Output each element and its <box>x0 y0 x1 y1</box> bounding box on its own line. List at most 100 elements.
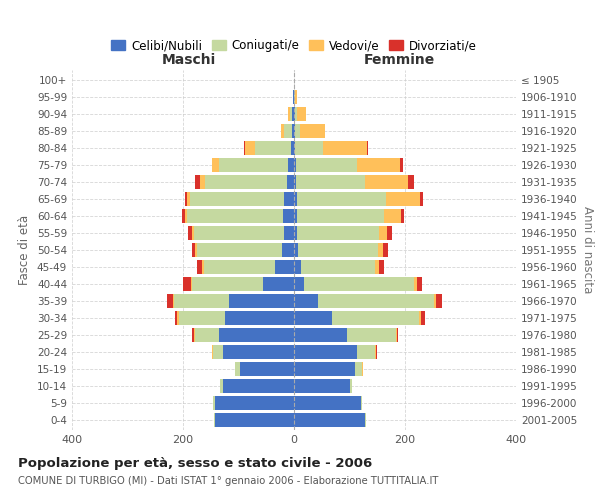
Bar <box>202 260 203 274</box>
Bar <box>289 107 290 121</box>
Bar <box>205 175 287 189</box>
Bar <box>188 226 193 240</box>
Bar <box>294 209 297 223</box>
Bar <box>436 294 442 308</box>
Bar <box>197 260 202 274</box>
Bar <box>294 413 365 427</box>
Bar <box>361 396 362 410</box>
Bar <box>409 175 414 189</box>
Text: Popolazione per età, sesso e stato civile - 2006: Popolazione per età, sesso e stato civil… <box>18 458 372 470</box>
Bar <box>318 294 434 308</box>
Bar <box>386 192 420 206</box>
Bar <box>284 192 294 206</box>
Bar <box>294 311 332 325</box>
Text: Femmine: Femmine <box>364 54 435 68</box>
Bar <box>287 175 294 189</box>
Bar <box>295 141 323 155</box>
Bar <box>414 277 416 291</box>
Bar <box>194 328 195 342</box>
Bar <box>187 192 190 206</box>
Bar <box>245 141 254 155</box>
Bar <box>419 311 421 325</box>
Bar <box>194 226 284 240</box>
Bar <box>375 260 379 274</box>
Bar <box>294 141 295 155</box>
Y-axis label: Anni di nascita: Anni di nascita <box>581 206 594 294</box>
Bar <box>185 209 187 223</box>
Bar <box>297 209 385 223</box>
Bar <box>420 192 423 206</box>
Bar <box>379 226 387 240</box>
Bar <box>290 107 292 121</box>
Bar <box>174 294 229 308</box>
Bar <box>376 345 377 359</box>
Bar <box>254 141 290 155</box>
Bar <box>195 328 219 342</box>
Bar <box>191 277 193 291</box>
Bar <box>296 175 365 189</box>
Bar <box>219 328 294 342</box>
Bar <box>263 277 294 291</box>
Text: Maschi: Maschi <box>161 54 215 68</box>
Bar <box>395 328 397 342</box>
Bar <box>292 107 294 121</box>
Bar <box>421 311 425 325</box>
Bar <box>379 260 384 274</box>
Bar <box>401 209 404 223</box>
Bar <box>323 141 367 155</box>
Bar <box>179 311 224 325</box>
Bar <box>190 192 284 206</box>
Bar <box>215 413 294 427</box>
Bar <box>294 175 296 189</box>
Bar <box>193 226 194 240</box>
Bar <box>187 209 283 223</box>
Bar <box>200 175 205 189</box>
Bar <box>294 226 297 240</box>
Bar <box>175 311 178 325</box>
Bar <box>292 124 294 138</box>
Bar <box>212 158 219 172</box>
Bar <box>284 226 294 240</box>
Bar <box>229 294 294 308</box>
Bar <box>357 345 375 359</box>
Bar <box>193 243 195 257</box>
Bar <box>397 328 398 342</box>
Bar <box>294 158 296 172</box>
Bar <box>365 175 409 189</box>
Bar <box>195 175 200 189</box>
Bar <box>173 294 174 308</box>
Bar <box>294 243 298 257</box>
Bar <box>239 362 294 376</box>
Bar <box>275 260 294 274</box>
Bar <box>183 277 191 291</box>
Bar <box>167 294 173 308</box>
Bar <box>347 328 395 342</box>
Legend: Celibi/Nubili, Coniugati/e, Vedovi/e, Divorziati/e: Celibi/Nubili, Coniugati/e, Vedovi/e, Di… <box>106 34 482 57</box>
Bar <box>213 345 223 359</box>
Bar <box>203 260 275 274</box>
Bar <box>365 413 366 427</box>
Text: COMUNE DI TURBIGO (MI) - Dati ISTAT 1° gennaio 2006 - Elaborazione TUTTITALIA.IT: COMUNE DI TURBIGO (MI) - Dati ISTAT 1° g… <box>18 476 439 486</box>
Bar <box>213 396 215 410</box>
Bar <box>297 192 386 206</box>
Bar <box>400 158 403 172</box>
Bar <box>332 311 419 325</box>
Bar <box>357 158 400 172</box>
Bar <box>295 107 298 121</box>
Bar <box>299 124 325 138</box>
Bar <box>294 379 349 393</box>
Bar <box>178 311 179 325</box>
Bar <box>282 243 294 257</box>
Bar <box>281 124 284 138</box>
Bar <box>294 294 318 308</box>
Bar <box>296 158 357 172</box>
Bar <box>223 345 294 359</box>
Bar <box>298 243 378 257</box>
Bar <box>294 192 297 206</box>
Bar <box>289 158 294 172</box>
Y-axis label: Fasce di età: Fasce di età <box>19 215 31 285</box>
Bar <box>235 362 239 376</box>
Bar <box>294 124 295 138</box>
Bar <box>294 362 355 376</box>
Bar <box>224 311 294 325</box>
